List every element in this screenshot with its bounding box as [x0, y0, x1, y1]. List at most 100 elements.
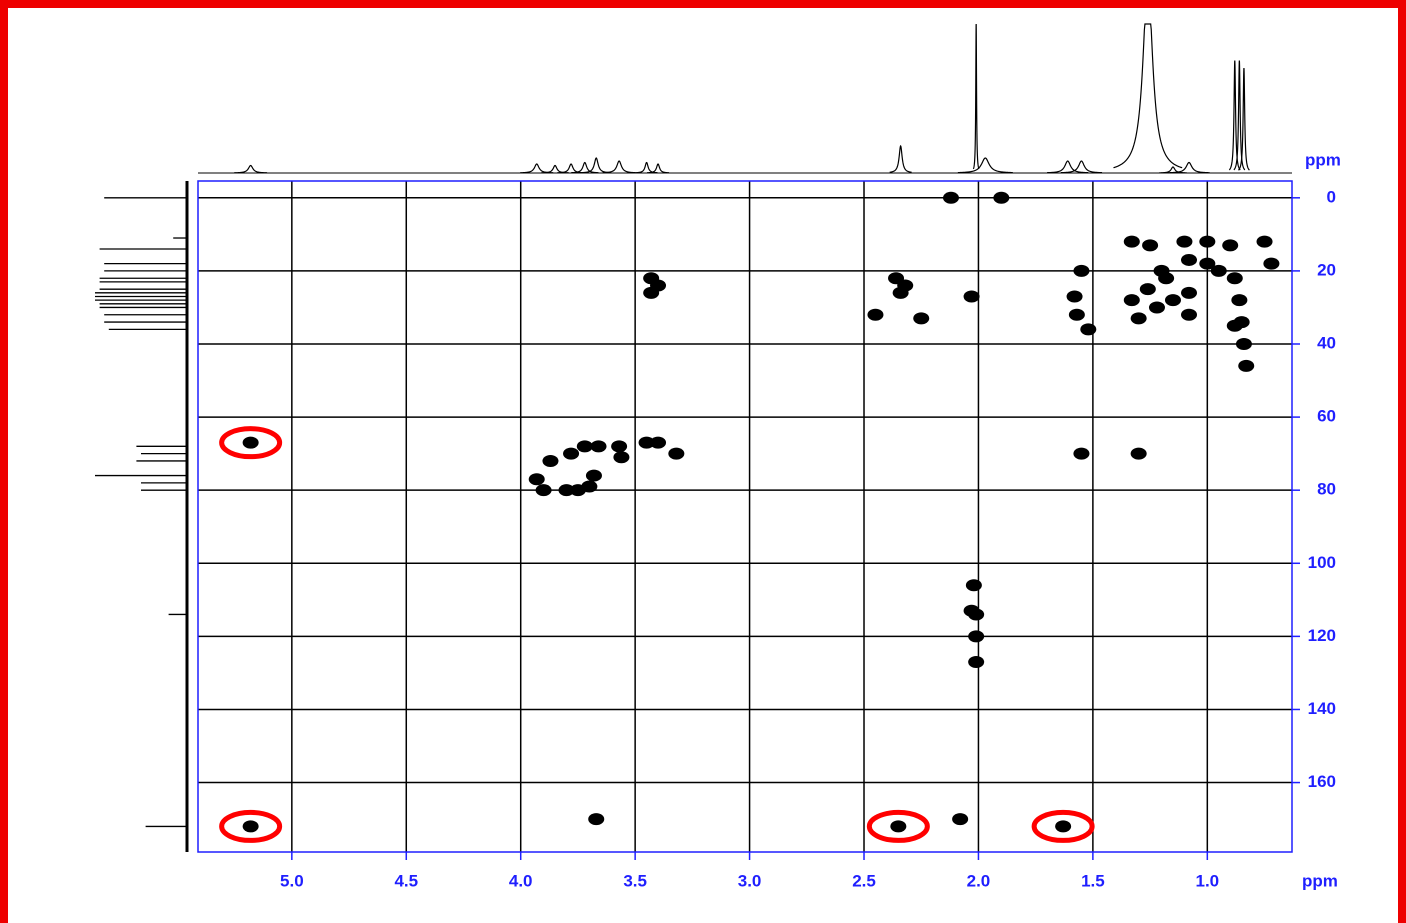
cross-peak: [1181, 308, 1198, 321]
h-peak: [635, 161, 658, 174]
cross-peak: [1226, 319, 1243, 332]
h-peak: [957, 157, 1013, 174]
cross-peak: [1130, 312, 1147, 325]
x-tick-label: 3.5: [623, 871, 647, 890]
h-peak: [571, 161, 599, 174]
cross-peak: [1231, 294, 1248, 307]
cross-peak: [1199, 235, 1216, 248]
cross-peak: [650, 436, 667, 449]
y-axis-label: ppm: [1305, 150, 1341, 169]
cross-peak: [613, 451, 630, 464]
cross-peak: [242, 820, 259, 833]
cross-peak: [1176, 235, 1193, 248]
cross-peak: [242, 436, 259, 449]
cross-peak: [1199, 257, 1216, 270]
cross-peak: [1148, 301, 1165, 314]
cross-peak: [890, 820, 907, 833]
cross-peak: [1226, 272, 1243, 285]
h-peak: [1047, 160, 1089, 174]
h-peak: [1113, 23, 1183, 169]
h-peak: [1060, 160, 1103, 174]
cross-peak: [1238, 359, 1255, 372]
cross-peak: [576, 440, 593, 453]
highlight-ring: [219, 809, 283, 843]
cross-peak: [638, 436, 655, 449]
cross-peak: [1164, 294, 1181, 307]
y-tick-label: 100: [1308, 553, 1336, 572]
h-peak: [1238, 67, 1250, 171]
cross-peak: [1066, 290, 1083, 303]
cross-peak: [585, 469, 602, 482]
x-tick-label: 5.0: [280, 871, 304, 890]
cross-peak: [942, 191, 959, 204]
cross-peak: [1080, 323, 1097, 336]
cross-peak: [563, 447, 580, 460]
x-tick-label: 3.0: [738, 871, 762, 890]
y-tick-label: 20: [1317, 260, 1336, 279]
cross-peak: [668, 447, 685, 460]
cross-peak: [897, 279, 914, 292]
x-tick-label: 2.0: [967, 871, 991, 890]
cross-peak: [558, 484, 575, 497]
cross-peak: [963, 290, 980, 303]
cross-peak: [1142, 239, 1159, 252]
cross-peak: [1068, 308, 1085, 321]
h-peak: [1228, 60, 1241, 171]
x-tick-label: 4.5: [394, 871, 418, 890]
h-peak: [602, 160, 636, 174]
cross-peak: [993, 191, 1010, 204]
cross-peak: [1123, 294, 1140, 307]
cross-peak: [1055, 820, 1072, 833]
cross-peak: [542, 454, 559, 467]
cross-peak: [965, 579, 982, 592]
cross-peak: [611, 440, 628, 453]
cross-peak: [588, 813, 605, 826]
cross-peak: [952, 813, 969, 826]
cross-peak: [535, 484, 552, 497]
y-tick-label: 40: [1317, 333, 1336, 352]
cross-peak: [528, 473, 545, 486]
cross-peak: [1139, 283, 1156, 296]
cross-peak: [968, 655, 985, 668]
y-tick-label: 160: [1308, 772, 1336, 791]
cross-peak: [1222, 239, 1239, 252]
plot-border: [197, 180, 1293, 853]
cross-peak: [590, 440, 607, 453]
cross-peak: [968, 630, 985, 643]
y-tick-label: 80: [1317, 480, 1336, 499]
cross-peak: [963, 604, 980, 617]
h-peak: [972, 23, 980, 170]
x-axis-label: ppm: [1302, 871, 1338, 890]
x-tick-label: 1.0: [1195, 871, 1219, 890]
h-peak: [1159, 166, 1187, 174]
cross-peak: [1256, 235, 1273, 248]
highlight-ring: [1031, 809, 1095, 843]
h-peak: [1168, 161, 1210, 174]
cross-peak: [650, 279, 667, 292]
cross-peak: [1153, 264, 1170, 277]
y-tick-label: 0: [1327, 187, 1336, 206]
cross-peak: [1073, 264, 1090, 277]
cross-peak: [1210, 264, 1227, 277]
cross-peak: [1181, 253, 1198, 266]
h-peak: [557, 163, 585, 174]
cross-peak: [1123, 235, 1140, 248]
x-tick-label: 1.5: [1081, 871, 1105, 890]
cross-peak: [1235, 337, 1252, 350]
cross-peak: [867, 308, 884, 321]
cross-peak: [1181, 286, 1198, 299]
cross-peak: [1263, 257, 1280, 270]
highlight-ring: [866, 809, 930, 843]
cross-peak: [1073, 447, 1090, 460]
cross-peak: [913, 312, 930, 325]
h-peak: [234, 164, 268, 174]
cross-peak: [581, 480, 598, 493]
y-tick-label: 60: [1317, 407, 1336, 426]
h-peak: [1233, 60, 1246, 171]
y-tick-label: 120: [1308, 626, 1336, 645]
x-tick-label: 4.0: [509, 871, 533, 890]
highlight-ring: [219, 426, 283, 460]
